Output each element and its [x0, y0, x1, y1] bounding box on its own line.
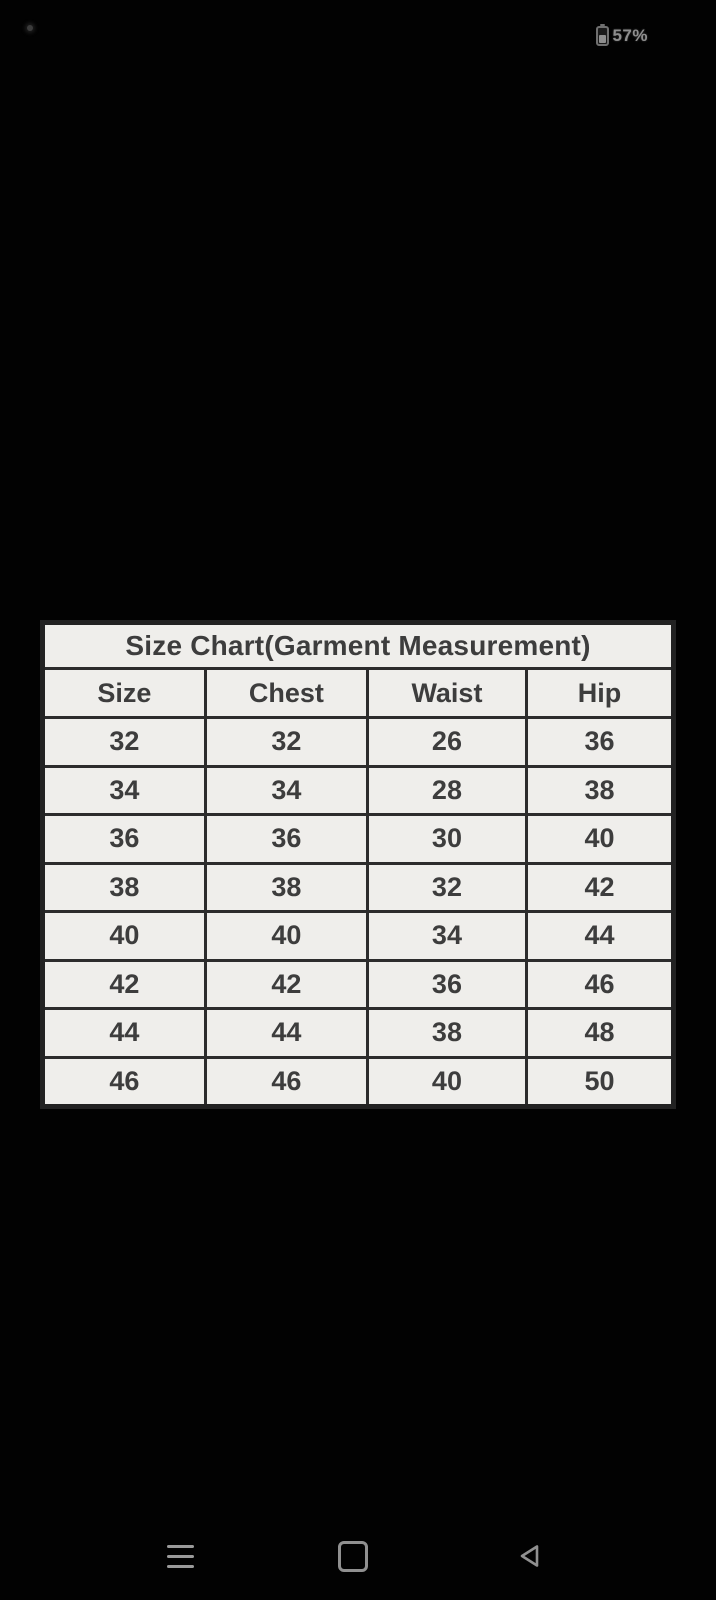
table-cell: 38	[41, 861, 207, 913]
table-cell: 44	[41, 1007, 207, 1059]
table-title: Size Chart(Garment Measurement)	[41, 621, 675, 670]
table-cell: 32	[203, 716, 369, 768]
size-chart-image: Size Chart(Garment Measurement) Size Che…	[40, 620, 676, 1109]
menu-button[interactable]	[158, 1534, 202, 1578]
table-header-row: Size Chest Waist Hip	[41, 667, 676, 719]
table-title-row: Size Chart(Garment Measurement)	[41, 621, 675, 670]
table-cell: 34	[203, 764, 369, 816]
table-cell: 32	[365, 861, 528, 913]
table-cell: 46	[203, 1055, 369, 1108]
size-table-body: 32 32 26 36 34 34 28 38 36 36 30 40 38 38 32 42 40 40 34 44…	[41, 716, 676, 1108]
table-row: 40 40 34 44	[41, 910, 676, 962]
column-header-chest: Chest	[203, 667, 369, 719]
table-row: 32 32 26 36	[41, 716, 676, 768]
menu-icon	[166, 1544, 194, 1568]
battery-percent-label: 57%	[612, 26, 648, 45]
table-cell: 26	[365, 716, 528, 768]
table-cell: 44	[524, 910, 676, 962]
back-button[interactable]	[508, 1534, 552, 1578]
table-row: 42 42 36 46	[41, 958, 676, 1010]
table-cell: 48	[524, 1007, 676, 1059]
table-row: 46 46 40 50	[41, 1055, 676, 1108]
table-cell: 36	[41, 813, 207, 865]
table-cell: 40	[41, 910, 207, 962]
table-cell: 50	[524, 1055, 676, 1108]
table-cell: 40	[524, 813, 676, 865]
status-bar: 57%	[596, 24, 648, 46]
column-header-waist: Waist	[365, 667, 528, 719]
table-cell: 46	[41, 1055, 207, 1108]
table-cell: 32	[41, 716, 207, 768]
table-cell: 38	[524, 764, 676, 816]
table-cell: 34	[41, 764, 207, 816]
table-cell: 42	[524, 861, 676, 913]
battery-icon	[596, 24, 610, 46]
table-cell: 40	[365, 1055, 528, 1108]
size-chart-table: Size Chart(Garment Measurement) Size Che…	[40, 620, 676, 1109]
table-cell: 38	[203, 861, 369, 913]
screen-speck	[27, 25, 33, 31]
table-cell: 36	[203, 813, 369, 865]
back-icon	[520, 1545, 539, 1567]
table-cell: 40	[203, 910, 369, 962]
table-row: 44 44 38 48	[41, 1007, 676, 1059]
table-cell: 36	[365, 958, 528, 1010]
table-cell: 28	[365, 764, 528, 816]
table-cell: 46	[524, 958, 676, 1010]
table-cell: 34	[365, 910, 528, 962]
table-row: 36 36 30 40	[41, 813, 676, 865]
column-header-size: Size	[41, 667, 207, 719]
table-cell: 44	[203, 1007, 369, 1059]
table-cell: 36	[524, 716, 676, 768]
table-cell: 30	[365, 813, 528, 865]
home-icon	[338, 1540, 368, 1572]
column-header-hip: Hip	[524, 667, 676, 719]
navigation-bar	[0, 1534, 716, 1578]
table-cell: 42	[41, 958, 207, 1010]
table-row: 38 38 32 42	[41, 861, 676, 913]
table-cell: 38	[365, 1007, 528, 1059]
home-button[interactable]	[331, 1534, 375, 1578]
table-row: 34 34 28 38	[41, 764, 676, 816]
table-cell: 42	[203, 958, 369, 1010]
battery-fill	[599, 35, 607, 43]
